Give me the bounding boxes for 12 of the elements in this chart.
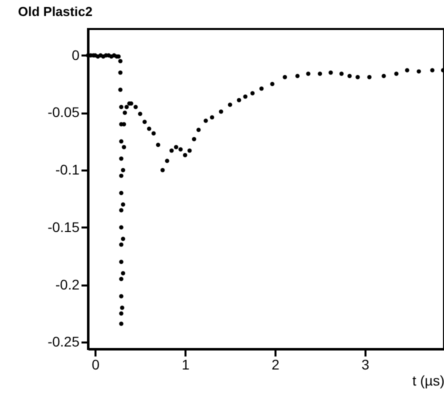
y-tick-label: -0.15 — [48, 218, 80, 235]
chart-title: Old Plastic2 — [18, 4, 92, 19]
x-axis-title: t (µs) — [412, 372, 444, 388]
y-tick-label: -0.2 — [55, 276, 80, 292]
y-tick-label: 0 — [72, 46, 80, 63]
x-tick-label: 0 — [92, 356, 100, 372]
y-tick-label: -0.25 — [48, 334, 80, 350]
x-tick-label: 1 — [182, 356, 190, 372]
y-tick-label: -0.1 — [55, 162, 80, 178]
x-tick-label: 3 — [361, 356, 370, 372]
x-tick-label: 2 — [272, 356, 280, 372]
y-tick-label: -0.05 — [48, 104, 80, 120]
